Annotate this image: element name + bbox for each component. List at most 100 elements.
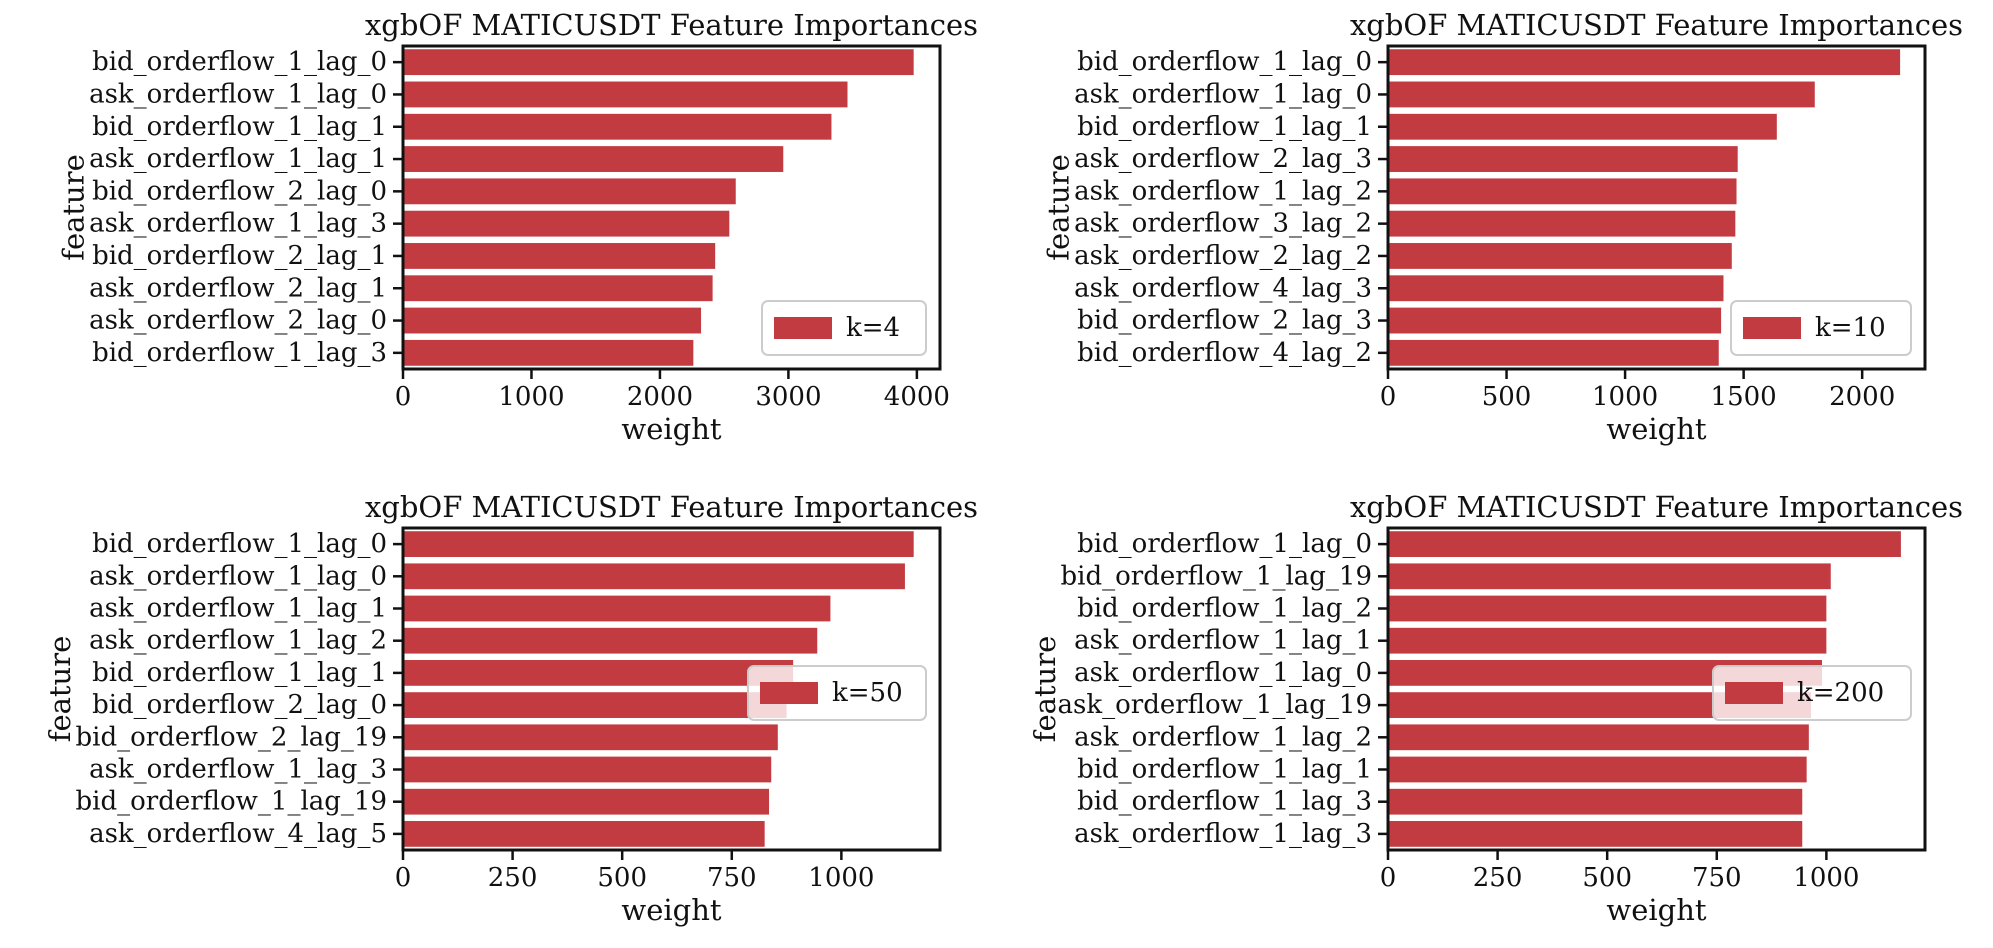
legend-box: [1712, 665, 1912, 721]
y-tick-label: bid_orderflow_1_lag_1: [1077, 112, 1372, 142]
legend: k=50: [747, 665, 927, 721]
bar: [1388, 821, 1803, 847]
x-tick-label: 3000: [755, 382, 821, 412]
chart-panel-1: bid_orderflow_1_lag_0ask_orderflow_1_lag…: [57, 8, 978, 446]
y-tick-label: ask_orderflow_1_lag_2: [89, 626, 387, 656]
y-tick-label: ask_orderflow_1_lag_1: [1074, 626, 1372, 656]
y-tick-label: ask_orderflow_1_lag_3: [89, 755, 387, 785]
y-tick-label: bid_orderflow_1_lag_0: [1077, 529, 1372, 559]
y-tick-label: bid_orderflow_1_lag_3: [92, 338, 387, 368]
bar: [1388, 146, 1738, 172]
x-tick-label: 1000: [808, 863, 874, 893]
bar: [1388, 81, 1815, 108]
bar: [1388, 531, 1901, 557]
y-tick-label: ask_orderflow_2_lag_0: [89, 306, 387, 336]
chart-title: xgbOF MATICUSDT Feature Importances: [1350, 490, 1963, 524]
y-axis-label: feature: [1028, 636, 1062, 743]
y-tick-label: bid_orderflow_1_lag_0: [92, 47, 387, 77]
bar: [1388, 339, 1719, 366]
y-tick-label: bid_orderflow_1_lag_1: [1077, 755, 1372, 785]
x-tick-label: 250: [488, 863, 538, 893]
y-tick-label: ask_orderflow_4_lag_5: [89, 819, 387, 849]
y-tick-label: bid_orderflow_1_lag_19: [76, 787, 387, 817]
y-axis-label: feature: [43, 636, 77, 743]
x-tick-label: 0: [1380, 382, 1397, 412]
y-tick-label: bid_orderflow_1_lag_0: [92, 529, 387, 559]
y-tick-label: ask_orderflow_1_lag_1: [89, 144, 387, 174]
bar: [403, 146, 784, 172]
x-axis-label: weight: [1606, 412, 1707, 446]
y-tick-label: ask_orderflow_3_lag_2: [1074, 209, 1372, 239]
legend: k=4: [761, 300, 927, 356]
x-axis-label: weight: [621, 412, 722, 446]
chart-panel-4: bid_orderflow_1_lag_0 bid_orderflow_1_lag…: [1028, 490, 1963, 927]
bar: [1388, 49, 1901, 76]
y-tick-label: bid_orderflow_1_lag_3: [1077, 787, 1372, 817]
bar: [403, 531, 914, 557]
legend-box: [761, 300, 927, 356]
x-tick-label: 4000: [884, 382, 950, 412]
bar: [1388, 243, 1732, 269]
chart-title: xgbOF MATICUSDT Feature Importances: [365, 490, 978, 524]
y-tick-label: ask_orderflow_1_lag_0: [89, 561, 387, 591]
bar: [1388, 724, 1809, 751]
y-tick-label: ask_orderflow_2_lag_3: [1074, 144, 1372, 174]
legend-box: [1730, 300, 1912, 356]
x-tick-label: 500: [1482, 382, 1532, 412]
chart-title: xgbOF MATICUSDT Feature Importances: [365, 8, 978, 42]
legend-swatch: [760, 682, 818, 704]
axes-frame: [401, 44, 942, 371]
legend: k=200: [1712, 665, 1912, 721]
legend-swatch: [1743, 317, 1801, 339]
chart-title: xgbOF MATICUSDT Feature Importances: [1350, 8, 1963, 42]
bar: [1388, 595, 1827, 622]
legend-label: k=50: [832, 678, 903, 708]
y-tick-label: bid_orderflow_2_lag_0: [92, 176, 387, 206]
bar: [1388, 756, 1807, 783]
bar: [403, 210, 730, 237]
bar: [1388, 210, 1736, 237]
x-tick-label: 500: [597, 863, 647, 893]
y-tick-label: ask_orderflow_1_lag_19: [1058, 690, 1372, 720]
bar: [403, 275, 713, 302]
bar: [403, 113, 832, 140]
y-tick-label: ask_orderflow_1_lag_3: [89, 209, 387, 239]
bar: [403, 307, 702, 334]
axes-frame: [1386, 526, 1927, 852]
bar: [403, 339, 694, 366]
y-tick-label: bid_orderflow_4_lag_2: [1077, 338, 1372, 368]
y-tick-label: bid_orderflow_2_lag_0: [92, 690, 387, 720]
y-tick-label: bid_orderflow_2_lag_3: [1077, 306, 1372, 336]
y-axis-label: feature: [57, 154, 91, 261]
bar: [403, 756, 772, 783]
x-tick-label: 1000: [1592, 382, 1658, 412]
y-tick-label: ask_orderflow_1_lag_0: [1074, 658, 1372, 688]
x-tick-label: 0: [1380, 863, 1397, 893]
x-tick-label: 750: [1692, 863, 1742, 893]
y-tick-label: bid_orderflow_1_lag_1: [92, 658, 387, 688]
y-tick-label: ask_orderflow_1_lag_1: [89, 594, 387, 624]
bar: [403, 692, 787, 718]
chart-panel-3: bid_orderflow_1_lag_0ask_orderflow_1_lag…: [43, 490, 978, 927]
legend: k=10: [1730, 300, 1912, 356]
x-tick-label: 0: [395, 863, 412, 893]
bar: [403, 49, 914, 76]
bar: [1388, 307, 1722, 334]
bar: [1388, 563, 1831, 590]
y-tick-label: ask_orderflow_4_lag_3: [1074, 273, 1372, 303]
y-tick-label: bid_orderflow_1_lag_0: [1077, 47, 1372, 77]
bar: [1388, 113, 1777, 140]
bar: [1388, 788, 1803, 815]
y-tick-label: bid_orderflow_1_lag_1: [92, 112, 387, 142]
bar: [403, 243, 716, 269]
x-tick-label: 2000: [1829, 382, 1895, 412]
y-tick-label: bid_orderflow_2_lag_1: [92, 241, 387, 271]
y-tick-label: ask_orderflow_2_lag_1: [89, 273, 387, 303]
legend-label: k=200: [1797, 678, 1884, 708]
y-tick-label: ask_orderflow_1_lag_0: [89, 79, 387, 109]
bar: [403, 627, 818, 654]
y-tick-label: ask_orderflow_1_lag_0: [1074, 79, 1372, 109]
y-tick-label: bid_orderflow_2_lag_19: [76, 722, 387, 752]
y-tick-label: ask_orderflow_1_lag_2: [1074, 176, 1372, 206]
